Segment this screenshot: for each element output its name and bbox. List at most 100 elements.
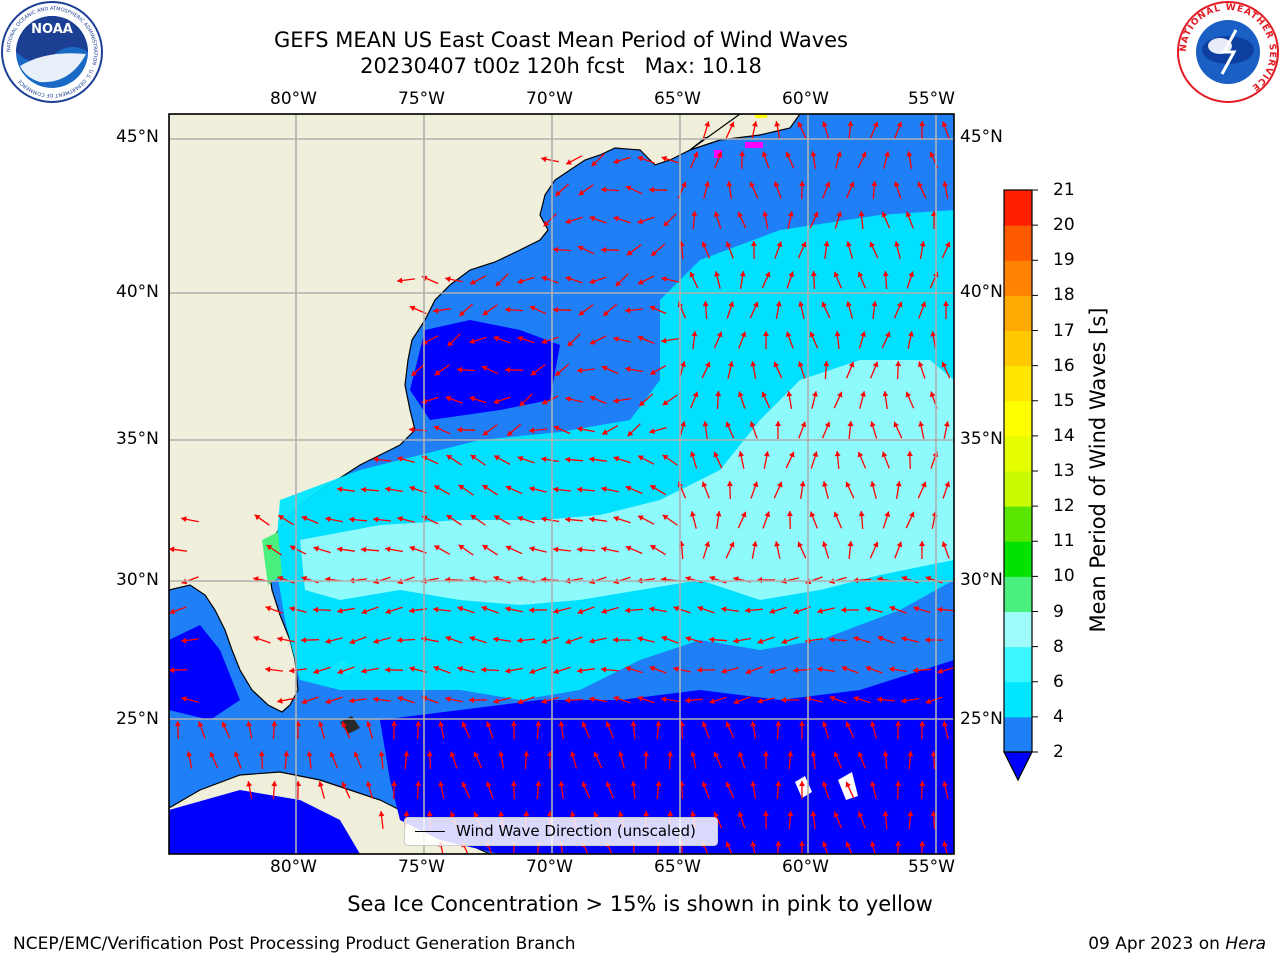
wave-arrow-head: [877, 635, 884, 642]
wave-arrow-head: [337, 607, 343, 614]
wave-arrow-head: [919, 541, 925, 546]
wave-arrow-head: [301, 515, 308, 522]
wave-arrow-head: [715, 511, 722, 517]
wave-arrow-head: [737, 751, 744, 758]
wave-arrow-head: [702, 301, 709, 307]
wave-arrow-head: [589, 278, 596, 285]
wave-arrow-head: [836, 151, 842, 157]
wave-arrow-head: [277, 636, 283, 643]
wave-arrow-head: [870, 421, 876, 427]
wave-arrow-head: [800, 421, 807, 428]
period-zone-light-cyan: [300, 360, 954, 605]
wave-arrow-head: [391, 781, 398, 787]
wave-arrow-head: [233, 751, 240, 758]
wave-arrow-head: [930, 331, 937, 337]
wave-arrow-head: [411, 370, 417, 376]
colorbar-tick-label: 10: [1053, 566, 1075, 587]
wave-arrow-head: [613, 215, 620, 222]
wave-arrow-head: [433, 307, 439, 314]
wave-arrow-head: [740, 331, 747, 338]
wave-arrow-head: [824, 181, 831, 188]
wave-arrow-head: [553, 668, 560, 675]
wave-arrow-head: [373, 516, 379, 523]
wave-arrow-head: [543, 220, 550, 227]
wave-arrow-head: [570, 811, 576, 817]
wave-arrow-head: [649, 665, 656, 672]
wave-arrow-head: [589, 339, 596, 345]
lon-label-bottom: 65°W: [654, 857, 701, 877]
wave-arrow-head: [769, 668, 775, 674]
wave-arrow-head: [919, 121, 926, 127]
wave-arrow-head: [781, 697, 786, 703]
wave-arrow-head: [750, 241, 757, 247]
wave-arrow-head: [877, 696, 883, 703]
wave-arrow-head: [810, 751, 817, 757]
wave-arrow-head: [943, 301, 949, 306]
lon-label-bottom: 55°W: [908, 857, 955, 877]
wave-arrow-head: [906, 151, 913, 157]
wave-arrow-head: [458, 544, 465, 551]
wave-arrow-head: [505, 606, 511, 613]
lat-label-left: 30°N: [116, 570, 159, 590]
wave-arrow-head: [881, 211, 888, 218]
wave-arrow-head: [601, 666, 607, 673]
wave-arrow-head: [445, 696, 451, 703]
land-maritimes: [689, 114, 801, 151]
wave-arrow-head: [685, 697, 691, 704]
wave-arrow-head: [445, 635, 452, 642]
wave-arrow-head: [449, 751, 456, 758]
wave-arrow-head: [589, 696, 595, 703]
wave-arrow-head: [593, 751, 599, 758]
colorbar-segment: [1004, 365, 1032, 402]
wave-arrow-head: [861, 151, 867, 158]
wave-arrow-head: [397, 277, 403, 284]
wave-arrow-head: [662, 514, 669, 521]
wave-arrow-head: [589, 215, 596, 222]
wave-arrow-head: [775, 841, 782, 847]
wave-arrow-head: [565, 697, 571, 704]
wave-arrow-head: [650, 545, 657, 551]
wave-arrow-head: [721, 606, 727, 613]
wave-arrow-head: [283, 751, 290, 757]
wave-arrow-head: [822, 721, 828, 727]
colorbar-tick-label: 6: [1053, 671, 1064, 692]
wave-arrow-head: [481, 365, 488, 371]
wave-arrow-head: [773, 361, 780, 368]
wave-arrow-head: [810, 271, 817, 277]
wave-arrow-head: [494, 455, 500, 461]
wave-arrow-head: [578, 189, 585, 196]
wave-arrow-head: [613, 695, 620, 702]
wave-arrow-head: [919, 781, 926, 787]
wave-arrow-head: [829, 695, 836, 702]
wave-arrow-head: [752, 301, 759, 308]
footer-date-text: 09 Apr 2023 on: [1088, 934, 1226, 954]
wave-arrow-head: [517, 515, 524, 522]
wave-arrow-head: [409, 485, 416, 492]
wave-arrow-head: [445, 395, 452, 402]
wave-arrow-head: [917, 181, 924, 188]
wave-arrow-head: [836, 211, 842, 217]
wave-arrow-head: [577, 367, 583, 374]
wave-arrow-head: [349, 697, 355, 704]
wave-arrow-head: [458, 484, 465, 491]
wave-arrow-head: [761, 391, 768, 398]
wave-arrow-head: [739, 271, 746, 277]
wave-arrow-head: [385, 608, 392, 615]
wave-arrow-head: [764, 271, 771, 278]
wave-arrow-head: [254, 514, 261, 521]
wave-arrow-head: [750, 841, 757, 847]
wave-arrow-head: [449, 811, 456, 818]
lat-label-left: 45°N: [116, 127, 159, 147]
land-north-america: [169, 114, 743, 713]
wave-arrow-head: [565, 396, 571, 402]
wave-arrow-head: [853, 696, 859, 702]
lon-label-top: 75°W: [398, 89, 445, 109]
lon-label-top: 65°W: [654, 89, 701, 109]
wave-arrow-head: [799, 841, 805, 846]
wave-arrow-head: [246, 721, 253, 727]
wave-arrow-head: [301, 698, 308, 705]
wave-arrow-head: [848, 181, 855, 188]
wave-arrow-head: [896, 121, 903, 128]
wave-arrow-head: [409, 666, 415, 672]
wave-arrow-head: [872, 361, 879, 368]
